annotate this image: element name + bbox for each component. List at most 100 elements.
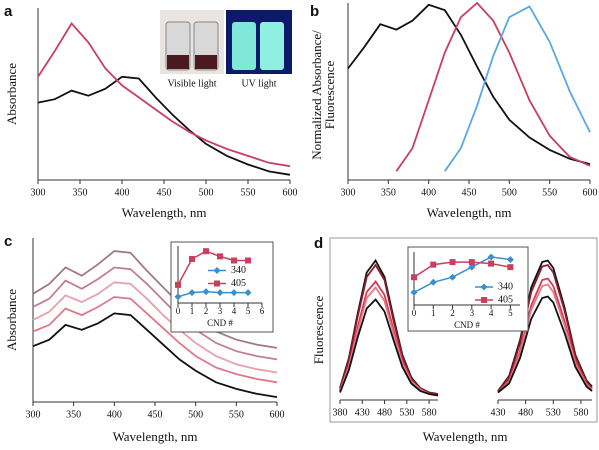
y-axis-label: Normalized Absorbance/ (309, 30, 324, 160)
marker (449, 273, 457, 281)
marker (231, 257, 237, 264)
x-tick-label: 350 (66, 409, 81, 420)
x-tick-label: 600 (270, 409, 285, 420)
x-tick-label: 480 (377, 407, 392, 418)
x-tick-label: 2 (450, 308, 455, 318)
series-line (32, 312, 278, 398)
marker (245, 257, 251, 264)
x-tick-label: 430 (491, 407, 506, 418)
marker (174, 293, 182, 301)
series-line (32, 250, 278, 349)
x-tick-label: 580 (422, 407, 437, 418)
x-tick-label: 3 (470, 308, 475, 318)
marker (506, 256, 514, 264)
panel-label: d (314, 235, 323, 252)
x-tick-label: 450 (462, 187, 477, 198)
panel-label: a (4, 3, 13, 20)
series-line (347, 3, 591, 165)
panel-label: c (4, 233, 12, 250)
x-tick-label: 530 (399, 407, 414, 418)
x-tick-label: 400 (107, 409, 122, 420)
marker (507, 264, 514, 271)
panel-label: b (310, 3, 319, 20)
series-line (497, 263, 593, 392)
x-tick-label: 300 (26, 409, 41, 420)
y-axis-label: Fluorescence (322, 60, 337, 129)
x-tick-label: 450 (148, 409, 163, 420)
marker (468, 259, 475, 266)
series-line (413, 256, 511, 294)
x-tick-label: 6 (260, 306, 265, 316)
marker (481, 297, 487, 303)
series-line (444, 5, 591, 172)
marker (430, 261, 437, 268)
marker (468, 263, 476, 271)
marker (487, 253, 495, 261)
panel-d-frame (329, 237, 598, 423)
vial-liquid (195, 55, 217, 69)
x-tick-label: 400 (421, 187, 436, 198)
series-line (339, 286, 439, 397)
x-tick-label: 300 (31, 187, 46, 198)
x-tick-label: 1 (431, 308, 436, 318)
x-tick-label: 400 (115, 187, 130, 198)
legend-label: 405 (498, 294, 513, 305)
x-axis-label: Wavelength, nm (113, 429, 198, 444)
inset-frame (407, 246, 529, 332)
x-tick-label: 550 (542, 187, 557, 198)
y-axis-label: Absorbance (4, 289, 19, 351)
marker (411, 274, 417, 281)
x-tick-label: 530 (546, 407, 561, 418)
marker (202, 288, 210, 296)
x-tick-label: 3 (218, 306, 223, 316)
y-axis-label: Fluorescence (311, 295, 326, 364)
series-line (32, 296, 278, 384)
marker (230, 289, 238, 297)
x-axis-label: Wavelength, nm (122, 205, 207, 220)
legend-label: 405 (231, 278, 246, 289)
marker (216, 289, 224, 297)
x-axis-label: CND # (454, 320, 480, 330)
x-axis-label: Wavelength, nm (427, 205, 512, 220)
x-tick-label: 550 (229, 409, 244, 420)
vial-glow (232, 22, 256, 70)
x-tick-label: 500 (188, 409, 203, 420)
legend-label: 340 (231, 265, 246, 276)
marker (189, 255, 195, 262)
x-tick-label: 350 (73, 187, 88, 198)
marker (449, 259, 456, 266)
x-tick-label: 2 (204, 306, 209, 316)
photo-inset (160, 10, 292, 74)
x-tick-label: 450 (157, 187, 172, 198)
x-tick-label: 600 (583, 187, 598, 198)
x-tick-label: 580 (573, 407, 588, 418)
x-tick-label: 5 (246, 306, 251, 316)
series-line (497, 283, 593, 394)
series-line (32, 266, 278, 361)
marker (203, 248, 209, 255)
series-line (395, 1, 591, 172)
series-line (497, 277, 593, 394)
x-tick-label: 480 (518, 407, 533, 418)
series-line (413, 261, 511, 278)
marker (175, 281, 181, 288)
x-tick-label: 0 (412, 308, 417, 318)
marker (214, 280, 220, 287)
vial-glow (260, 22, 284, 70)
x-axis-label: Wavelength, nm (423, 429, 508, 444)
series-line (37, 75, 291, 176)
marker (213, 267, 221, 274)
series-line (497, 295, 593, 394)
y-axis-label: Absorbance (4, 63, 19, 125)
x-tick-label: 500 (199, 187, 214, 198)
x-tick-label: 1 (190, 306, 195, 316)
annotation: UV light (241, 78, 276, 89)
x-tick-label: 380 (333, 407, 348, 418)
x-tick-label: 600 (283, 187, 298, 198)
x-axis-label: CND # (207, 318, 233, 328)
x-tick-label: 4 (489, 308, 494, 318)
marker (488, 260, 495, 267)
legend-label: 340 (498, 281, 513, 292)
x-tick-label: 0 (176, 306, 181, 316)
